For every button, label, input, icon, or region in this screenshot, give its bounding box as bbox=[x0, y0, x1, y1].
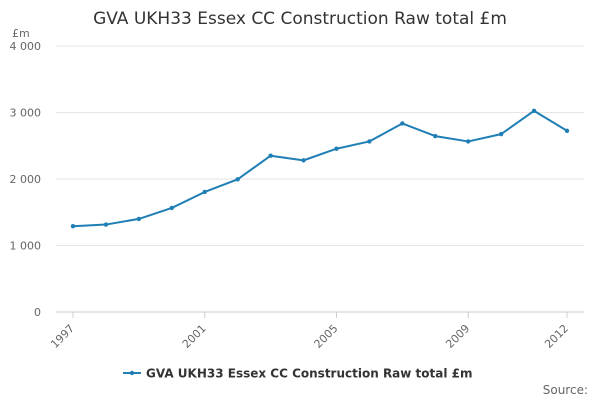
data-point[interactable] bbox=[367, 139, 372, 144]
source-label: Source: bbox=[543, 383, 588, 397]
data-point[interactable] bbox=[433, 133, 438, 139]
y-axis-tick-labels: 0 1 000 2 000 3 000 4 000 bbox=[10, 40, 42, 319]
data-point[interactable] bbox=[334, 146, 339, 151]
chart-title: GVA UKH33 Essex CC Construction Raw tota… bbox=[93, 9, 507, 29]
legend-marker bbox=[129, 370, 135, 376]
y-tick-label: 0 bbox=[34, 306, 41, 319]
data-point[interactable] bbox=[301, 158, 306, 163]
y-tick-label: 3 000 bbox=[10, 107, 42, 120]
series-group bbox=[70, 108, 570, 229]
data-point[interactable] bbox=[400, 121, 405, 126]
y-axis-unit-label: £m bbox=[12, 27, 30, 40]
x-tick-label: 2005 bbox=[312, 322, 341, 351]
x-tick-label: 2009 bbox=[443, 322, 472, 351]
y-tick-label: 1 000 bbox=[10, 240, 42, 253]
data-point[interactable] bbox=[531, 108, 537, 114]
x-tick-label: 1997 bbox=[48, 322, 77, 351]
x-tick-label: 2001 bbox=[180, 322, 209, 351]
data-point[interactable] bbox=[103, 222, 109, 227]
y-tick-label: 2 000 bbox=[10, 173, 42, 186]
data-point[interactable] bbox=[169, 205, 174, 211]
gridlines bbox=[56, 45, 584, 246]
data-point[interactable] bbox=[202, 189, 207, 195]
legend[interactable]: GVA UKH33 Essex CC Construction Raw tota… bbox=[123, 367, 473, 381]
data-point[interactable] bbox=[268, 153, 273, 158]
data-point[interactable] bbox=[70, 224, 76, 229]
x-axis-ticks: 1997 2001 2005 2009 2012 bbox=[48, 312, 571, 351]
data-point[interactable] bbox=[466, 139, 471, 144]
legend-series-label: GVA UKH33 Essex CC Construction Raw tota… bbox=[146, 367, 473, 381]
series-line bbox=[72, 109, 568, 228]
data-point[interactable] bbox=[136, 216, 142, 222]
data-point[interactable] bbox=[235, 177, 240, 182]
y-tick-label: 4 000 bbox=[10, 40, 42, 53]
data-point[interactable] bbox=[498, 131, 504, 137]
x-tick-label: 2012 bbox=[542, 322, 571, 351]
data-point[interactable] bbox=[564, 128, 570, 133]
